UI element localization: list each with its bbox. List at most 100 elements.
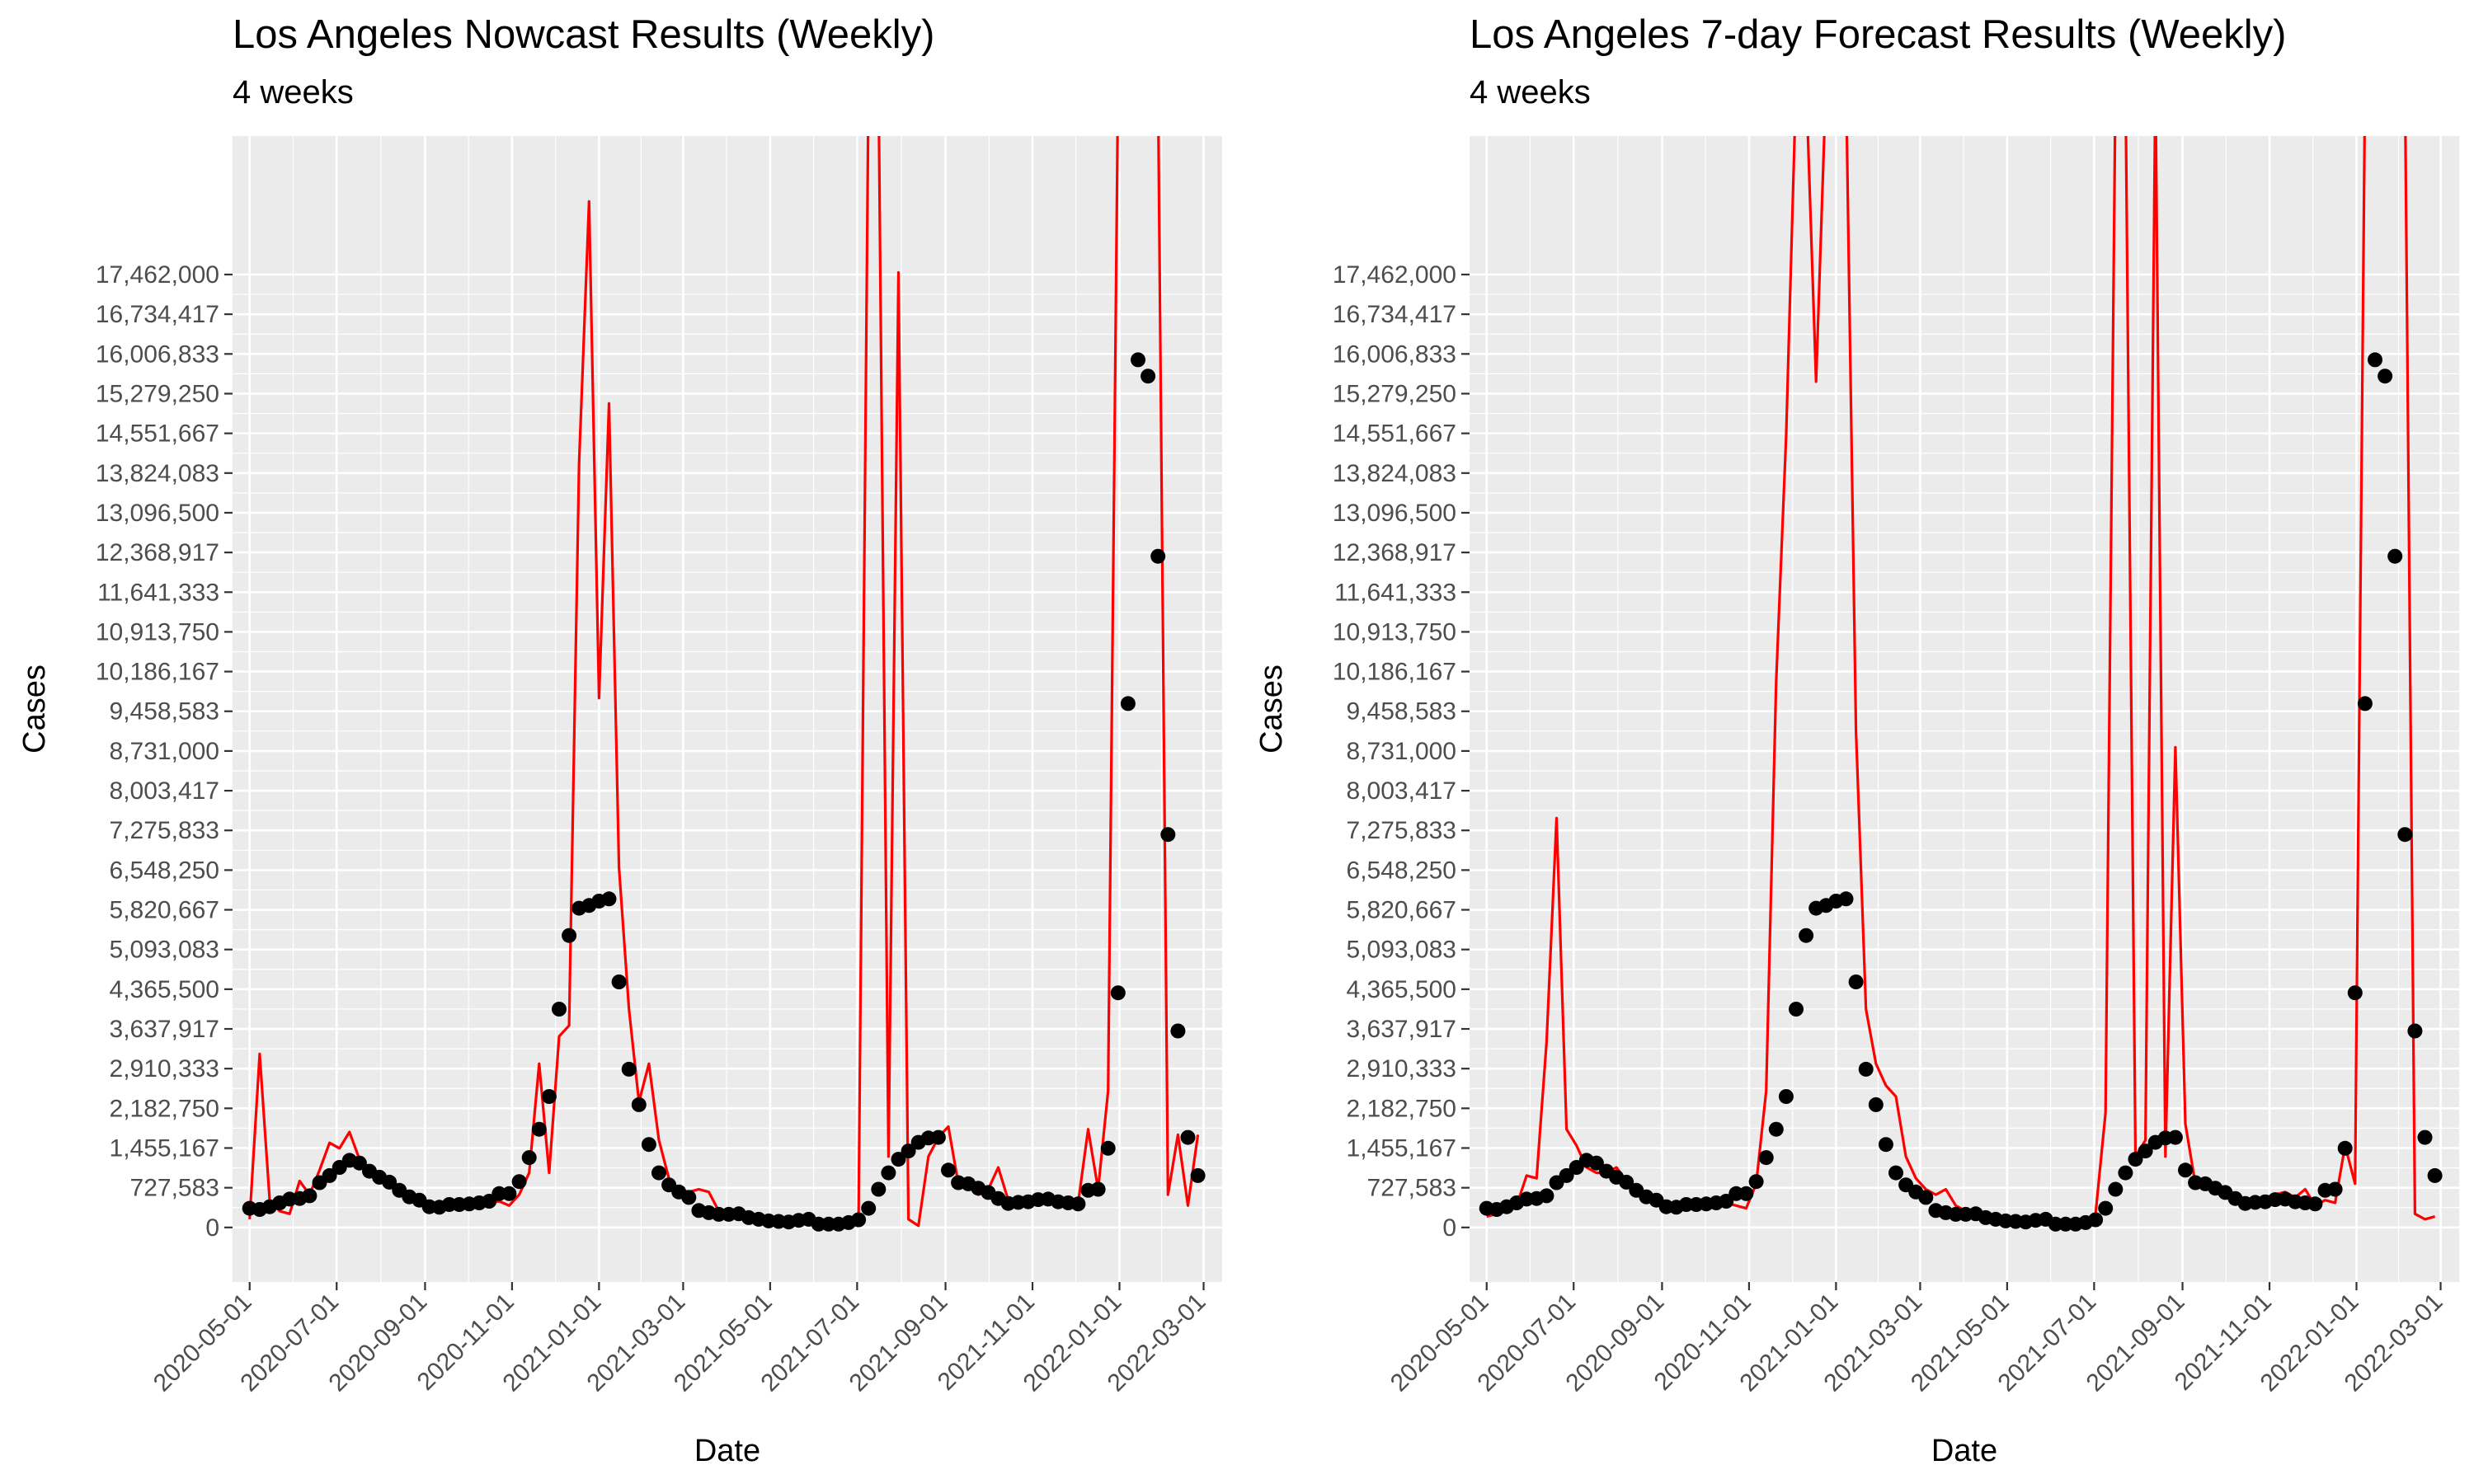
observed-point (2327, 1181, 2343, 1197)
observed-point (2138, 1144, 2153, 1159)
observed-point (322, 1167, 337, 1183)
observed-point (2307, 1196, 2323, 1212)
forecast-plot: 2020-05-012020-07-012020-09-012020-11-01… (1254, 136, 2459, 1468)
observed-point (1789, 1002, 1804, 1017)
observed-point (1888, 1165, 1903, 1181)
y-tick-label: 8,731,000 (1347, 738, 1456, 765)
y-tick-label: 2,182,750 (110, 1095, 219, 1122)
y-tick-label: 10,186,167 (96, 659, 219, 686)
y-tick-label: 17,462,000 (1333, 261, 1456, 289)
y-tick-label: 5,820,667 (110, 897, 219, 924)
observed-point (1539, 1188, 1554, 1204)
observed-point (2407, 1023, 2423, 1039)
y-tick-label: 11,641,333 (97, 579, 219, 606)
observed-point (1619, 1174, 1634, 1190)
y-tick-label: 5,093,083 (1347, 937, 1456, 964)
y-tick-label: 3,637,917 (110, 1016, 219, 1043)
observed-point (2108, 1181, 2124, 1197)
observed-point (1160, 827, 1176, 843)
observed-point (302, 1188, 317, 1204)
observed-point (1838, 891, 1854, 907)
y-tick-label: 16,006,833 (1333, 340, 1456, 368)
y-tick-label: 7,275,833 (1347, 817, 1456, 844)
y-tick-label: 4,365,500 (110, 976, 219, 1003)
y-tick-label: 7,275,833 (110, 817, 219, 844)
observed-point (1170, 1023, 1186, 1039)
y-tick-label: 17,462,000 (96, 261, 219, 289)
observed-point (851, 1212, 867, 1228)
observed-point (1858, 1061, 1874, 1077)
observed-point (382, 1174, 397, 1190)
observed-point (531, 1121, 547, 1137)
chart-subtitle: 4 weeks (233, 74, 354, 110)
observed-point (511, 1174, 527, 1190)
y-tick-label: 1,455,167 (110, 1134, 219, 1162)
observed-point (1141, 369, 1156, 384)
observed-point (2417, 1129, 2433, 1145)
observed-point (1778, 1089, 1794, 1104)
observed-point (501, 1186, 517, 1201)
y-tick-label: 16,006,833 (96, 340, 219, 368)
plot-background (233, 136, 1222, 1282)
y-tick-label: 8,003,417 (110, 777, 219, 805)
observed-point (1100, 1140, 1116, 1156)
chart-title: Los Angeles Nowcast Results (Weekly) (233, 12, 935, 57)
y-tick-label: 10,186,167 (1333, 659, 1456, 686)
y-tick-label: 15,279,250 (96, 380, 219, 407)
observed-point (1110, 985, 1126, 1001)
observed-point (641, 1137, 656, 1153)
observed-point (1559, 1167, 1574, 1183)
observed-point (2128, 1152, 2143, 1167)
observed-point (651, 1165, 666, 1181)
chart-subtitle: 4 weeks (1470, 74, 1591, 110)
y-tick-label: 9,458,583 (110, 698, 219, 726)
observed-point (891, 1152, 906, 1167)
observed-point (930, 1129, 946, 1145)
nowcast-panel: Los Angeles Nowcast Results (Weekly) 4 w… (17, 12, 1222, 1468)
y-tick-label: 8,731,000 (110, 738, 219, 765)
observed-point (1918, 1190, 1934, 1205)
y-tick-label: 13,096,500 (1333, 500, 1456, 527)
y-tick-label: 2,910,333 (1347, 1055, 1456, 1082)
chart-title: Los Angeles 7-day Forecast Results (Week… (1470, 12, 2287, 57)
observed-point (611, 974, 627, 989)
y-tick-label: 2,182,750 (1347, 1095, 1456, 1122)
observed-point (351, 1155, 367, 1171)
y-tick-label: 3,637,917 (1347, 1016, 1456, 1043)
y-tick-label: 13,096,500 (96, 500, 219, 527)
y-axis-title: Cases (1254, 665, 1289, 754)
observed-point (2118, 1165, 2133, 1181)
y-tick-label: 14,551,667 (1333, 420, 1456, 448)
observed-point (1180, 1129, 1196, 1145)
y-tick-label: 12,368,917 (1333, 539, 1456, 566)
y-tick-label: 5,820,667 (1347, 897, 1456, 924)
y-tick-label: 16,734,417 (96, 301, 219, 328)
observed-point (631, 1097, 647, 1112)
series-group (242, 136, 1206, 1232)
observed-point (1738, 1186, 1754, 1201)
observed-point (2368, 352, 2382, 368)
y-tick-label: 1,455,167 (1347, 1134, 1456, 1162)
y-tick-label: 727,583 (130, 1175, 219, 1202)
y-tick-label: 15,279,250 (1333, 380, 1456, 407)
y-axis-title: Cases (17, 665, 52, 754)
nowcast-plot: 2020-05-012020-07-012020-09-012020-11-01… (17, 136, 1222, 1468)
y-tick-label: 0 (205, 1214, 219, 1242)
y-tick-label: 11,641,333 (1334, 579, 1456, 606)
y-tick-label: 2,910,333 (110, 1055, 219, 1082)
observed-point (2167, 1129, 2183, 1145)
y-tick-label: 9,458,583 (1347, 698, 1456, 726)
observed-point (2098, 1200, 2114, 1216)
series-group (1479, 136, 2443, 1232)
observed-point (601, 891, 617, 907)
y-tick-label: 0 (1442, 1214, 1456, 1242)
observed-point (1120, 696, 1136, 711)
y-tick-label: 727,583 (1367, 1175, 1456, 1202)
observed-point (871, 1181, 887, 1197)
observed-point (2357, 696, 2373, 711)
observed-point (1768, 1121, 1784, 1137)
observed-point (881, 1165, 896, 1181)
observed-point (1070, 1196, 1086, 1212)
y-tick-label: 16,734,417 (1333, 301, 1456, 328)
y-tick-label: 10,913,750 (1333, 618, 1456, 646)
